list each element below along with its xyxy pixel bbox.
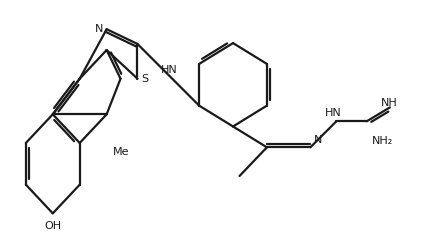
Text: NH₂: NH₂ xyxy=(371,136,392,146)
Text: Me: Me xyxy=(113,147,129,157)
Text: HN: HN xyxy=(161,65,177,75)
Text: OH: OH xyxy=(44,220,61,231)
Text: N: N xyxy=(314,135,323,144)
Text: S: S xyxy=(142,74,149,84)
Text: NH: NH xyxy=(381,98,398,108)
Text: HN: HN xyxy=(325,108,341,118)
Text: N: N xyxy=(95,24,103,34)
